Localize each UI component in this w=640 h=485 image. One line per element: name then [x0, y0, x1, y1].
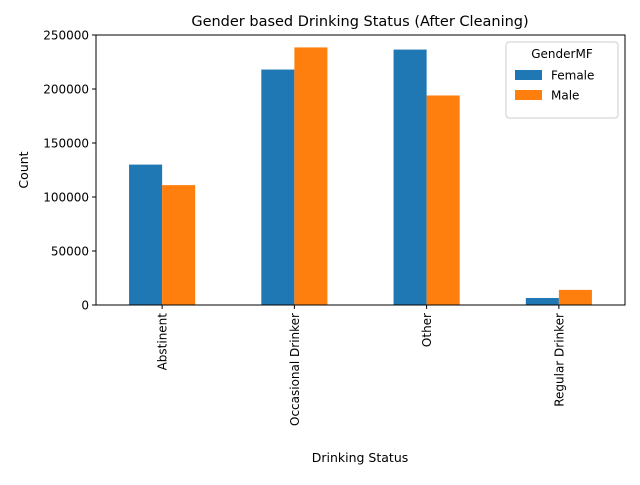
y-tick-label: 50000: [51, 245, 89, 259]
x-tick-label: Abstinent: [156, 313, 170, 371]
legend-swatch-male: [515, 90, 542, 100]
y-tick-label: 250000: [43, 29, 89, 43]
bar-male-0: [162, 185, 196, 305]
y-tick-label: 100000: [43, 191, 89, 205]
legend-swatch-female: [515, 70, 542, 80]
y-tick-label: 150000: [43, 137, 89, 151]
legend-title: GenderMF: [531, 47, 593, 61]
x-tick-label: Other: [420, 313, 434, 347]
x-tick-label: Regular Drinker: [552, 313, 566, 407]
y-tick-label: 200000: [43, 83, 89, 97]
bar-female-3: [525, 297, 559, 305]
plot-frame: [95, 34, 626, 306]
bar-female-0: [129, 164, 163, 305]
bar-male-3: [558, 289, 592, 305]
bar-male-2: [426, 95, 460, 305]
bars-group: [129, 47, 592, 306]
legend-label-male: Male: [551, 89, 579, 103]
x-tick-label: Occasional Drinker: [288, 313, 302, 426]
bar-male-1: [294, 47, 328, 306]
y-axis-label: Count: [16, 151, 31, 188]
chart-title: Gender based Drinking Status (After Clea…: [191, 14, 528, 30]
legend-label-female: Female: [551, 69, 594, 83]
x-axis: Abstinent Occasional Drinker Other Regular …: [156, 305, 566, 426]
y-tick-label: 0: [81, 299, 89, 313]
bar-female-2: [393, 49, 427, 305]
legend: GenderMF Female Male: [505, 41, 619, 119]
y-axis: 0 50000 100000 150000 200000 250000: [43, 29, 96, 313]
bar-female-1: [261, 69, 295, 305]
x-axis-label: Drinking Status: [312, 450, 409, 465]
